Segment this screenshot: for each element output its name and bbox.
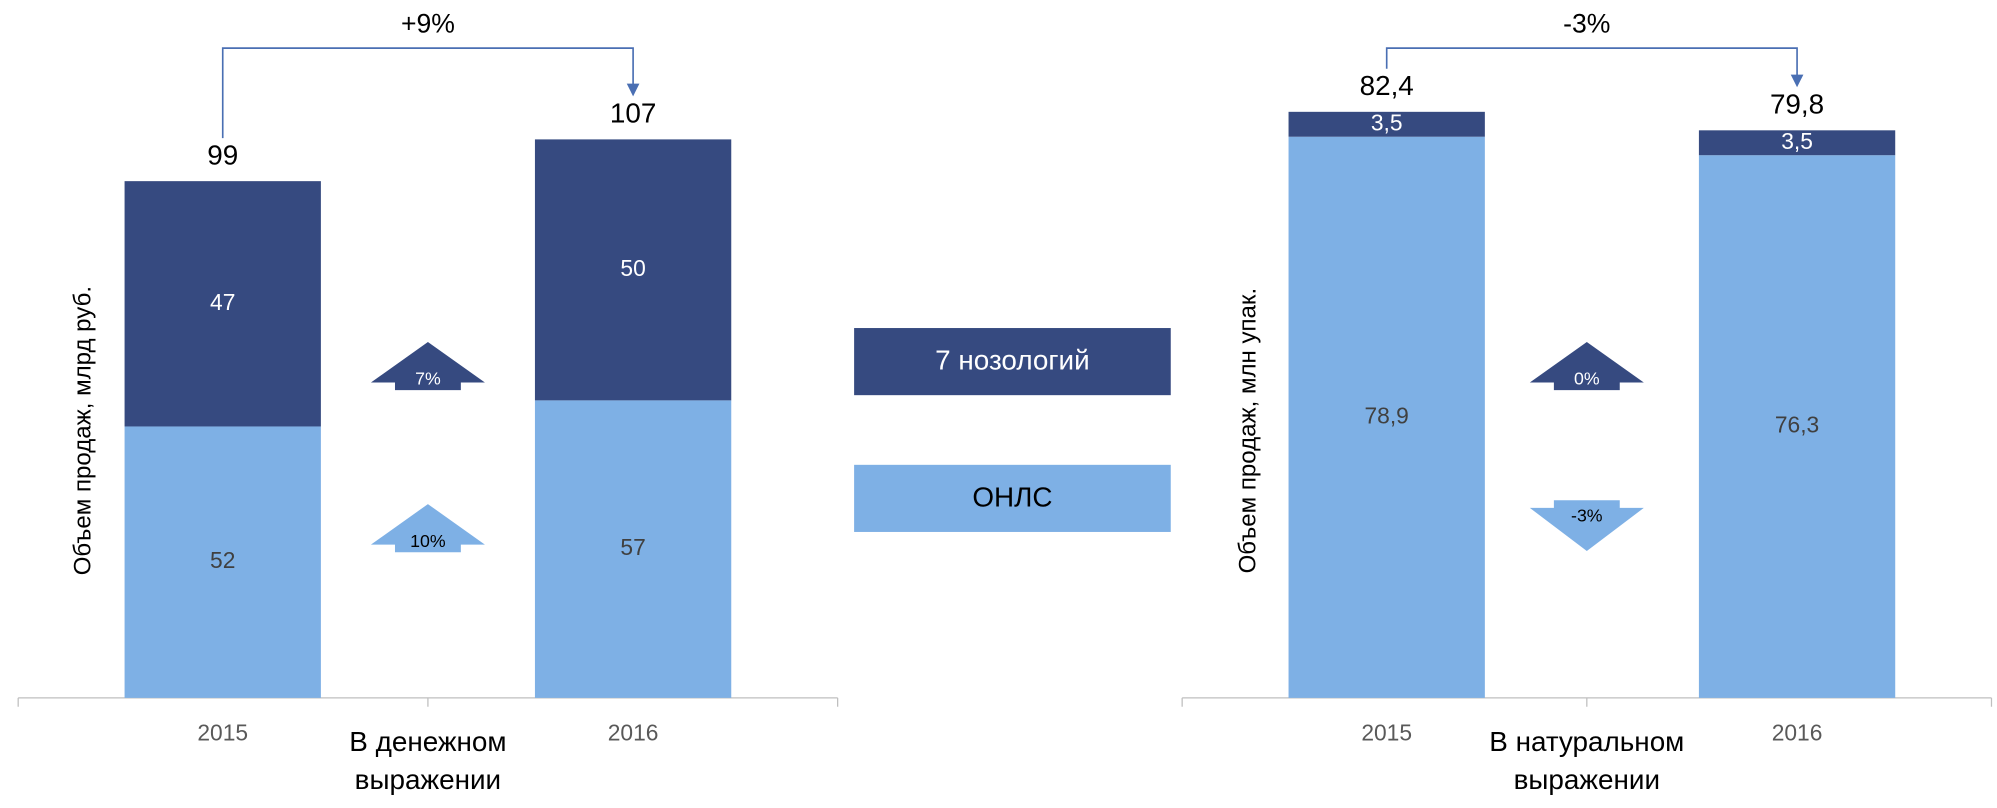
change-arrow xyxy=(370,504,485,553)
x-axis-label: В денежном xyxy=(349,726,506,757)
data-label: 52 xyxy=(210,547,235,573)
bar-segment xyxy=(124,426,321,698)
x-tick-label: 2016 xyxy=(608,720,659,746)
bar-segment xyxy=(1698,155,1896,698)
legend-label: ОНЛС xyxy=(972,481,1052,512)
legend-swatch xyxy=(854,464,1171,532)
change-arrowhead xyxy=(1790,74,1804,88)
data-label: 78,9 xyxy=(1365,402,1409,428)
y-axis-label: Объем продаж, млрд руб. xyxy=(69,286,96,575)
data-label: 76,3 xyxy=(1775,412,1819,438)
change-arrow-label: 7% xyxy=(415,369,441,389)
change-arrow xyxy=(370,341,485,391)
bar-segment xyxy=(534,400,732,698)
change-bracket xyxy=(221,47,634,139)
bar-segment xyxy=(1698,130,1896,156)
data-label: 50 xyxy=(620,255,645,281)
y-axis-label: Объем продаж, млн упак. xyxy=(1235,288,1262,574)
change-arrow xyxy=(1529,341,1644,391)
data-label: 47 xyxy=(210,289,235,315)
x-axis-label: В натуральном xyxy=(1489,726,1684,757)
x-axis-label: выражении xyxy=(1514,764,1660,795)
data-label: 57 xyxy=(620,534,645,560)
x-tick-label: 2015 xyxy=(1361,720,1412,746)
change-arrow xyxy=(1529,500,1644,551)
change-arrow-label: 0% xyxy=(1574,369,1600,389)
bar-segment xyxy=(1288,136,1485,698)
data-label: 3,5 xyxy=(1781,128,1813,154)
bar-segment xyxy=(1288,111,1485,137)
legend-swatch xyxy=(854,328,1171,396)
x-tick-label: 2015 xyxy=(197,720,248,746)
change-label: +9% xyxy=(401,8,455,38)
legend-label: 7 нозологий xyxy=(935,345,1090,376)
change-arrowhead xyxy=(626,83,640,97)
bar-segment xyxy=(124,181,321,427)
total-label: 82,4 xyxy=(1360,70,1414,101)
change-arrow-label: -3% xyxy=(1571,505,1603,525)
x-tick-label: 2016 xyxy=(1772,720,1823,746)
total-label: 79,8 xyxy=(1770,89,1824,120)
data-label: 3,5 xyxy=(1371,109,1403,135)
bar-segment xyxy=(534,139,732,401)
x-axis-label: выражении xyxy=(355,764,501,795)
change-arrow-label: 10% xyxy=(410,531,446,551)
change-bracket xyxy=(1385,47,1798,78)
total-label: 99 xyxy=(207,139,238,170)
change-label: -3% xyxy=(1563,8,1610,38)
total-label: 107 xyxy=(610,98,656,129)
